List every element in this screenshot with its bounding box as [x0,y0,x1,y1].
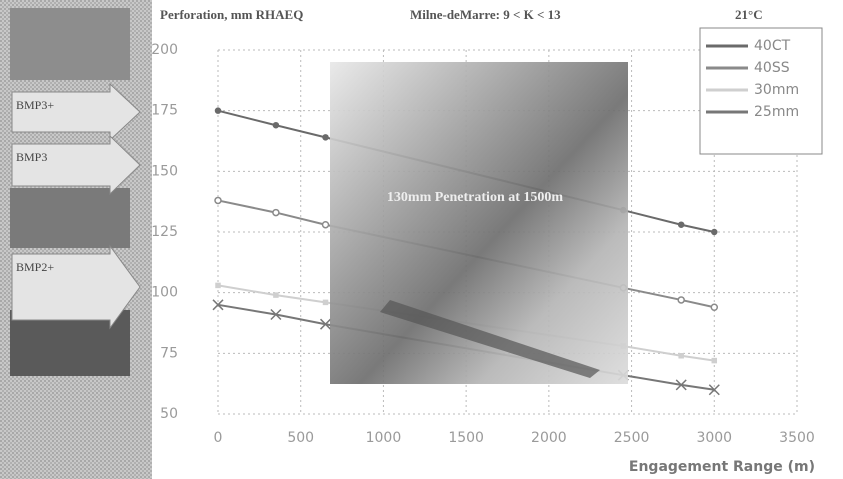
point [272,121,280,129]
point [212,299,224,311]
point [215,282,221,289]
x-tick-label: 3000 [696,430,732,446]
point [319,318,332,330]
x-tick-label: 2000 [531,430,567,446]
x-tick-label: 1500 [448,430,484,446]
side-arrow [11,134,141,196]
overlay-caption: 130mm Penetration at 1500m [387,190,563,205]
point [675,379,687,391]
point [711,228,718,236]
vehicle-photo [10,8,130,80]
side-arrow [11,82,141,142]
y-tick-label: 50 [160,406,178,422]
legend-label: 40CT [754,38,791,54]
point [711,357,718,364]
point [214,196,222,205]
point [270,308,282,321]
point [708,384,720,396]
vehicle-photo [10,188,130,248]
annotation: 21°C [735,7,763,22]
x-axis-label: Engagement Range (m) [629,459,815,475]
point [677,221,685,228]
y-tick-label: 150 [151,163,178,179]
point [678,353,684,359]
legend-label: 40SS [754,60,790,76]
chart-subtitle: Milne-deMarre: 9 < K < 13 [410,7,561,22]
side-label: BMP3 [16,150,47,164]
point [322,299,329,306]
side-arrow [11,244,141,330]
point [677,296,685,304]
point [272,208,280,217]
side-arrows: BMP3+ BMP3 BMP2+ [11,82,141,330]
y-tick-label: 75 [160,345,178,361]
x-tick-label: 0 [214,430,223,446]
x-tick-label: 500 [287,430,314,446]
legend-label: 25mm [754,104,799,120]
point [710,303,719,311]
point [273,292,279,298]
x-tick-label: 3500 [779,430,815,446]
legend-label: 30mm [754,82,799,98]
y-tick-label: 200 [151,42,178,58]
y-tick-label: 100 [151,285,178,301]
y-tick-label: 125 [151,224,178,240]
y-tick-label: 175 [151,103,178,119]
x-tick-label: 2500 [614,430,650,446]
side-label: BMP2+ [16,260,54,274]
legend: 40CT 40SS 30mm 25mm [706,38,799,120]
point [214,107,222,114]
side-label: BMP3+ [16,98,54,112]
overlay-projectile [380,300,600,378]
point [322,134,329,141]
x-tick-label: 1000 [366,430,402,446]
point [321,220,330,229]
chart-title: Perforation, mm RHAEQ [160,7,303,22]
